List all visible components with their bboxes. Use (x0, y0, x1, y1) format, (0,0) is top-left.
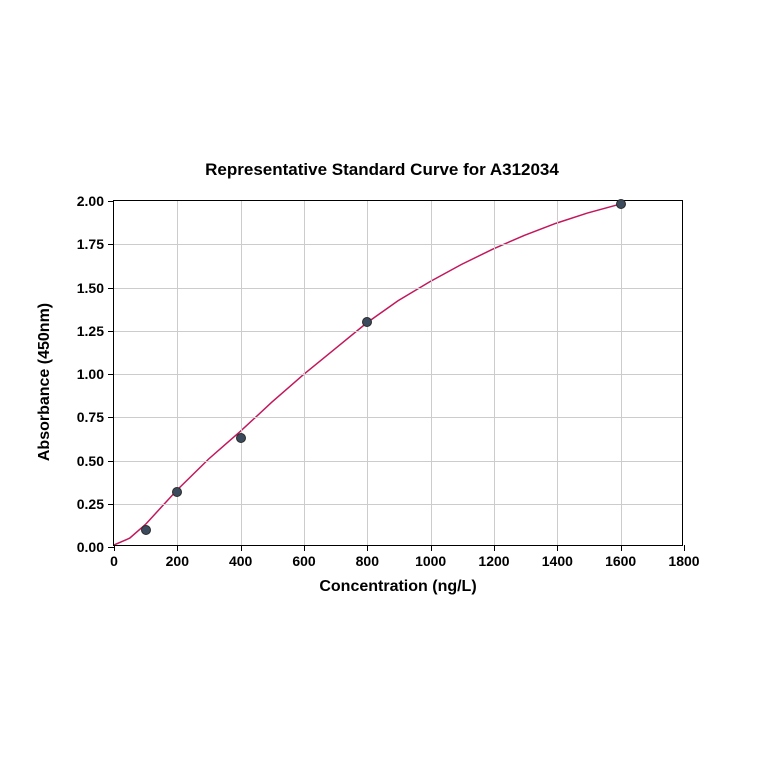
y-axis-title: Absorbance (450nm) (36, 303, 54, 461)
x-tick-label: 200 (166, 553, 189, 569)
y-tick-label: 0.25 (77, 496, 104, 512)
y-tick-label: 1.75 (77, 236, 104, 252)
y-tick (108, 504, 114, 505)
x-tick-label: 1600 (605, 553, 636, 569)
x-tick-label: 1400 (542, 553, 573, 569)
grid-line-vertical (557, 201, 558, 545)
y-tick (108, 288, 114, 289)
data-point (236, 433, 246, 443)
grid-line-vertical (367, 201, 368, 545)
data-point (141, 525, 151, 535)
y-tick-label: 1.25 (77, 323, 104, 339)
grid-line-vertical (241, 201, 242, 545)
x-tick (557, 545, 558, 551)
y-tick-label: 2.00 (77, 193, 104, 209)
grid-line-horizontal (114, 374, 682, 375)
x-tick-label: 1000 (415, 553, 446, 569)
y-tick-label: 0.75 (77, 409, 104, 425)
grid-line-vertical (304, 201, 305, 545)
plot-area: 0200400600800100012001400160018000.000.2… (113, 200, 683, 546)
fit-curve (114, 201, 682, 545)
y-tick-label: 1.50 (77, 280, 104, 296)
grid-line-vertical (431, 201, 432, 545)
y-tick (108, 461, 114, 462)
grid-line-horizontal (114, 504, 682, 505)
y-tick (108, 331, 114, 332)
data-point (362, 317, 372, 327)
y-tick (108, 417, 114, 418)
x-tick-label: 1800 (668, 553, 699, 569)
x-tick (621, 545, 622, 551)
grid-line-horizontal (114, 244, 682, 245)
x-tick (494, 545, 495, 551)
grid-line-vertical (494, 201, 495, 545)
y-tick (108, 201, 114, 202)
y-tick-label: 0.00 (77, 539, 104, 555)
chart-container: Representative Standard Curve for A31203… (0, 0, 764, 764)
x-tick (431, 545, 432, 551)
grid-line-vertical (621, 201, 622, 545)
x-tick-label: 800 (356, 553, 379, 569)
x-tick-label: 600 (292, 553, 315, 569)
x-tick (304, 545, 305, 551)
y-tick (108, 374, 114, 375)
chart-title: Representative Standard Curve for A31203… (205, 160, 559, 180)
y-tick-label: 0.50 (77, 453, 104, 469)
y-tick (108, 244, 114, 245)
grid-line-horizontal (114, 288, 682, 289)
y-tick (108, 547, 114, 548)
grid-line-horizontal (114, 331, 682, 332)
x-tick-label: 0 (110, 553, 118, 569)
data-point (616, 199, 626, 209)
x-tick (367, 545, 368, 551)
x-tick (114, 545, 115, 551)
x-tick (241, 545, 242, 551)
x-tick (684, 545, 685, 551)
y-tick-label: 1.00 (77, 366, 104, 382)
grid-line-horizontal (114, 461, 682, 462)
x-tick-label: 1200 (478, 553, 509, 569)
x-axis-title: Concentration (ng/L) (319, 578, 476, 596)
x-tick-label: 400 (229, 553, 252, 569)
grid-line-horizontal (114, 417, 682, 418)
data-point (172, 487, 182, 497)
x-tick (177, 545, 178, 551)
